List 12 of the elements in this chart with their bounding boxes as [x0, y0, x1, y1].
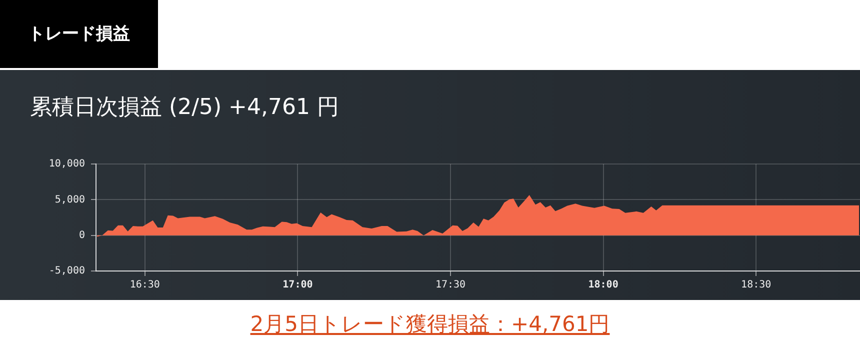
- y-tick-label: 10,000: [48, 158, 85, 170]
- x-tick-label: 18:00: [588, 280, 618, 291]
- x-tick-label: 17:00: [282, 280, 313, 291]
- y-tick-label: -5,000: [48, 266, 85, 277]
- y-tick-label: 5,000: [54, 194, 85, 206]
- text: 2月5日トレード獲得損益：+4,761円: [249, 311, 611, 338]
- chart-title: 累積日次損益 (2/5) +4,761 円: [30, 94, 339, 122]
- y-tick-label: 0: [78, 230, 85, 241]
- x-tick-label: 16:30: [130, 280, 160, 291]
- x-tick-label: 18:30: [741, 280, 772, 291]
- text: トレード損益: [0, 0, 158, 68]
- x-tick-label: 17:30: [435, 280, 466, 291]
